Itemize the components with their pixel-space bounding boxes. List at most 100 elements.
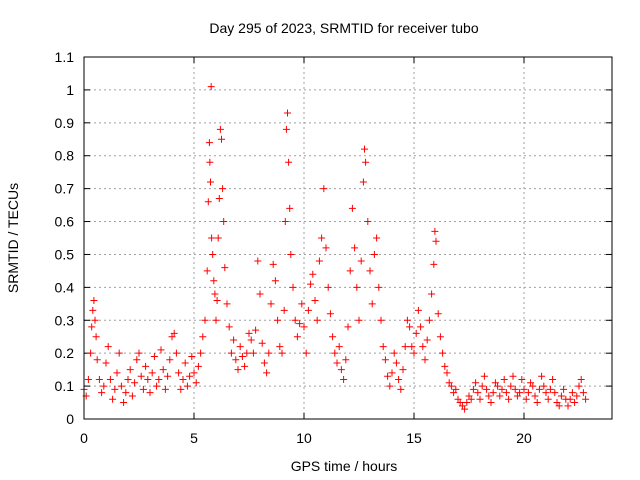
data-point <box>579 389 587 397</box>
data-point <box>366 267 374 275</box>
data-point <box>348 204 356 212</box>
data-point <box>566 395 574 403</box>
data-point <box>142 362 150 370</box>
data-point <box>206 158 214 166</box>
data-point <box>211 290 219 298</box>
data-point <box>362 158 370 166</box>
data-point <box>406 323 414 331</box>
data-point <box>102 359 110 367</box>
data-point <box>447 382 455 390</box>
data-point <box>291 316 299 324</box>
data-point <box>164 372 172 380</box>
plot-frame <box>83 56 613 420</box>
data-point <box>232 356 240 364</box>
data-point <box>571 399 579 407</box>
data-point <box>92 333 100 341</box>
data-point <box>117 382 125 390</box>
data-point <box>533 399 541 407</box>
data-point <box>276 343 284 351</box>
data-point <box>194 362 202 370</box>
data-point <box>274 316 282 324</box>
data-point <box>351 244 359 252</box>
data-point <box>432 237 440 245</box>
data-point <box>84 376 92 384</box>
data-point <box>357 257 365 265</box>
data-point <box>204 198 212 206</box>
x-tick-label: 0 <box>80 430 88 446</box>
data-point <box>298 300 306 308</box>
data-point <box>282 125 290 133</box>
data-point <box>247 336 255 344</box>
data-point <box>120 399 128 407</box>
x-tick-label: 10 <box>296 430 312 446</box>
data-point <box>463 399 471 407</box>
data-point <box>181 359 189 367</box>
data-point <box>575 382 583 390</box>
data-point <box>355 316 363 324</box>
data-points <box>80 83 590 413</box>
data-point <box>392 359 400 367</box>
data-point <box>505 395 513 403</box>
data-point <box>227 349 235 357</box>
data-point <box>148 369 156 377</box>
data-point <box>109 395 117 403</box>
data-point <box>219 185 227 193</box>
data-point <box>421 356 429 364</box>
data-point <box>100 382 108 390</box>
data-point <box>91 316 99 324</box>
data-point <box>190 369 198 377</box>
data-point <box>408 343 416 351</box>
data-point <box>410 349 418 357</box>
data-point <box>286 204 294 212</box>
data-point <box>353 283 361 291</box>
data-point <box>551 389 559 397</box>
data-point <box>329 333 337 341</box>
data-point <box>230 336 238 344</box>
data-point <box>412 329 420 337</box>
data-point <box>220 218 228 226</box>
data-point <box>377 316 385 324</box>
data-point <box>344 323 352 331</box>
data-point <box>359 178 367 186</box>
data-point <box>403 316 411 324</box>
data-point <box>467 395 475 403</box>
y-axis-title: SRMTID / TECUs <box>5 183 21 293</box>
data-point <box>313 316 321 324</box>
data-point <box>318 234 326 242</box>
data-point <box>544 395 552 403</box>
data-point <box>260 359 268 367</box>
data-point <box>137 372 145 380</box>
data-point <box>216 125 224 133</box>
data-point <box>243 349 251 357</box>
data-point <box>487 399 495 407</box>
data-point <box>93 356 101 364</box>
data-point <box>531 392 539 400</box>
data-point <box>414 306 422 314</box>
data-point <box>135 349 143 357</box>
data-point <box>524 389 532 397</box>
data-point <box>236 343 244 351</box>
data-point <box>549 376 557 384</box>
data-point <box>469 385 477 393</box>
data-point <box>401 343 409 351</box>
y-tick-label: 0.5 <box>55 246 75 262</box>
data-point <box>494 382 502 390</box>
data-point <box>326 310 334 318</box>
data-point <box>214 234 222 242</box>
data-point <box>364 218 372 226</box>
data-point <box>370 250 378 258</box>
data-point <box>302 349 310 357</box>
y-tick-label: 0.6 <box>55 214 75 230</box>
data-point <box>489 389 497 397</box>
data-point <box>395 376 403 384</box>
data-point <box>186 372 194 380</box>
data-point <box>431 227 439 235</box>
data-point <box>478 382 486 390</box>
data-point <box>293 333 301 341</box>
data-point <box>278 349 286 357</box>
data-point <box>285 158 293 166</box>
data-point <box>265 349 273 357</box>
data-point <box>381 356 389 364</box>
data-point <box>419 343 427 351</box>
